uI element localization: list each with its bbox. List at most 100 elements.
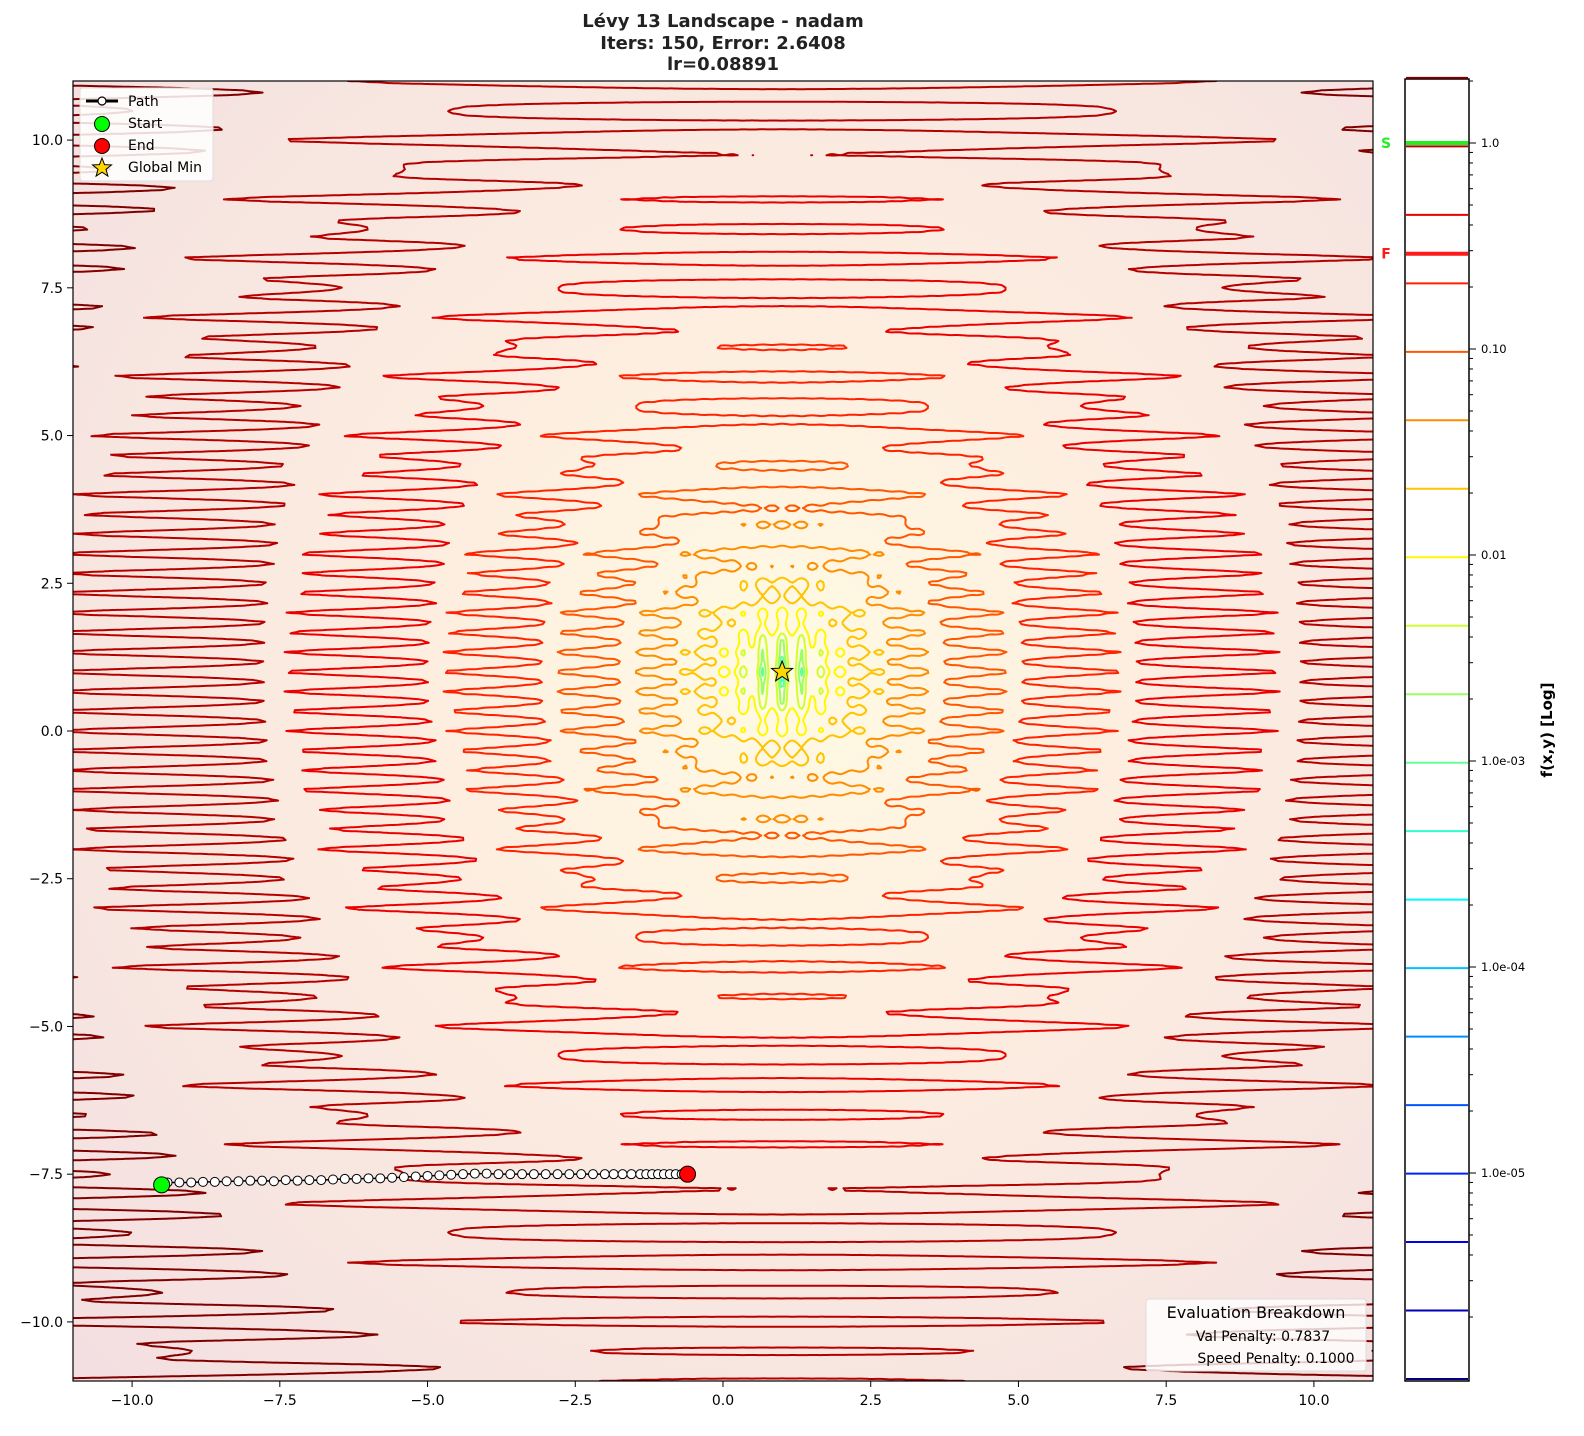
path-point [245, 1175, 256, 1186]
path-point [446, 1169, 457, 1180]
path-point [434, 1170, 445, 1181]
contour-level-12 [717, 606, 847, 738]
x-tick-label: −7.5 [263, 1393, 297, 1409]
y-tick-label: 10.0 [32, 133, 63, 149]
path-point [292, 1175, 303, 1186]
colorbar-tick-label: 1.0 [1481, 136, 1499, 150]
legend-start-marker [94, 116, 110, 132]
axes: −10.0 −7.5 −5.0 −2.5 0.0 2.5 5.0 7.5 10.0 10.0 7.5… [20, 133, 1329, 1409]
y-tick-label: −7.5 [29, 1167, 63, 1183]
path-point [209, 1176, 220, 1187]
path-point [198, 1176, 208, 1187]
contour-level-13 [679, 576, 886, 768]
path-point [316, 1175, 327, 1186]
path-point [339, 1173, 350, 1184]
legend: Path Start End Global Min [79, 87, 214, 182]
path-point [599, 1169, 610, 1180]
x-tick-label: 5.0 [1007, 1393, 1029, 1409]
path-point [493, 1169, 504, 1180]
path-point [422, 1170, 433, 1181]
contour-level-15 [556, 459, 1008, 885]
path-point [268, 1176, 279, 1187]
path-point [564, 1169, 575, 1180]
y-tick-label: −10.0 [20, 1315, 63, 1331]
path-point [280, 1175, 291, 1186]
path-point [617, 1169, 628, 1180]
path-point [469, 1168, 480, 1179]
end-marker [679, 1165, 697, 1183]
chart-title-line-1: Lévy 13 Landscape - nadam [582, 11, 863, 32]
path-point [328, 1174, 338, 1185]
path-point [576, 1169, 587, 1180]
colorbar-tick-label: 0.10 [1481, 342, 1507, 356]
path-point [375, 1173, 386, 1184]
global-min-star [770, 659, 794, 682]
path-point [608, 1169, 619, 1180]
contour-level-14 [634, 520, 930, 824]
start-marker [153, 1176, 171, 1194]
breakdown-speed-penalty: Speed Penalty: 0.1000 [1197, 1351, 1354, 1367]
path-point [410, 1171, 421, 1182]
contour-lines [73, 81, 1373, 1381]
legend-label-start: Start [128, 116, 163, 132]
chart-title-line-3: lr=0.08891 [667, 54, 779, 75]
contour-level-17 [283, 195, 1281, 1149]
colorbar-marker-label: S [1381, 136, 1391, 152]
path-point [174, 1177, 185, 1188]
y-tick-label: 2.5 [41, 576, 63, 592]
path-point [221, 1176, 232, 1187]
breakdown-val-penalty: Val Penalty: 0.7837 [1196, 1329, 1330, 1345]
colorbar-label: f(x,y) [Log] [1538, 683, 1556, 778]
path-point [528, 1169, 539, 1180]
path-point [351, 1173, 362, 1184]
colorbar-tick-label: 1.0e-04 [1481, 960, 1525, 974]
path-point [588, 1169, 598, 1180]
contour-level-16 [442, 343, 1122, 1001]
legend-star-icon [91, 156, 113, 178]
x-tick-label: −2.5 [558, 1393, 592, 1409]
path-point [458, 1169, 468, 1180]
y-tick-label: 7.5 [41, 281, 63, 297]
evaluation-breakdown: Evaluation Breakdown Val Penalty: 0.7837… [1145, 1298, 1367, 1372]
contour-level-9 [760, 655, 804, 688]
legend-label-path: Path [128, 94, 159, 110]
x-tick-label: 0.0 [712, 1393, 734, 1409]
path-point [257, 1175, 268, 1186]
x-tick-label: 7.5 [1155, 1393, 1177, 1409]
colorbar: 1.0 0.10 0.01 1.0e-03 1.0e-04 1.0e-05 S F [1381, 76, 1525, 1382]
contour-level-18 [73, 81, 1373, 1381]
x-tick-label: 10.0 [1298, 1393, 1329, 1409]
path-point [387, 1172, 398, 1183]
chart-title-line-2: Iters: 150, Error: 2.6408 [600, 33, 845, 54]
path-point [517, 1169, 528, 1180]
x-tick-label: −5.0 [411, 1393, 445, 1409]
path-point [552, 1169, 563, 1180]
path-point [398, 1172, 409, 1183]
path-point [233, 1176, 244, 1187]
path-point [505, 1169, 516, 1180]
path-point [363, 1173, 374, 1184]
colorbar-tick-label: 1.0e-05 [1481, 1166, 1525, 1180]
y-tick-label: 0.0 [41, 724, 63, 740]
colorbar-tick-label: 0.01 [1481, 548, 1507, 562]
path-point [304, 1175, 315, 1186]
x-tick-label: 2.5 [860, 1393, 882, 1409]
x-tick-label: −10.0 [111, 1393, 154, 1409]
legend-label-end: End [128, 138, 155, 154]
path-point [540, 1169, 551, 1180]
y-tick-label: −2.5 [29, 872, 63, 888]
plot-background [73, 81, 1373, 1381]
legend-label-global-min: Global Min [128, 160, 202, 176]
contour-level-11 [738, 632, 826, 712]
optimizer-path [153, 659, 794, 1194]
colorbar-marker-label: F [1381, 247, 1391, 263]
path-point [186, 1177, 197, 1188]
path-point [481, 1168, 492, 1179]
colorbar-tick-label: 1.0e-03 [1481, 754, 1525, 768]
y-tick-label: 5.0 [41, 429, 63, 445]
y-tick-label: −5.0 [29, 1019, 63, 1035]
legend-path-marker [97, 96, 107, 106]
legend-end-marker [94, 138, 110, 154]
breakdown-title: Evaluation Breakdown [1167, 1303, 1346, 1322]
